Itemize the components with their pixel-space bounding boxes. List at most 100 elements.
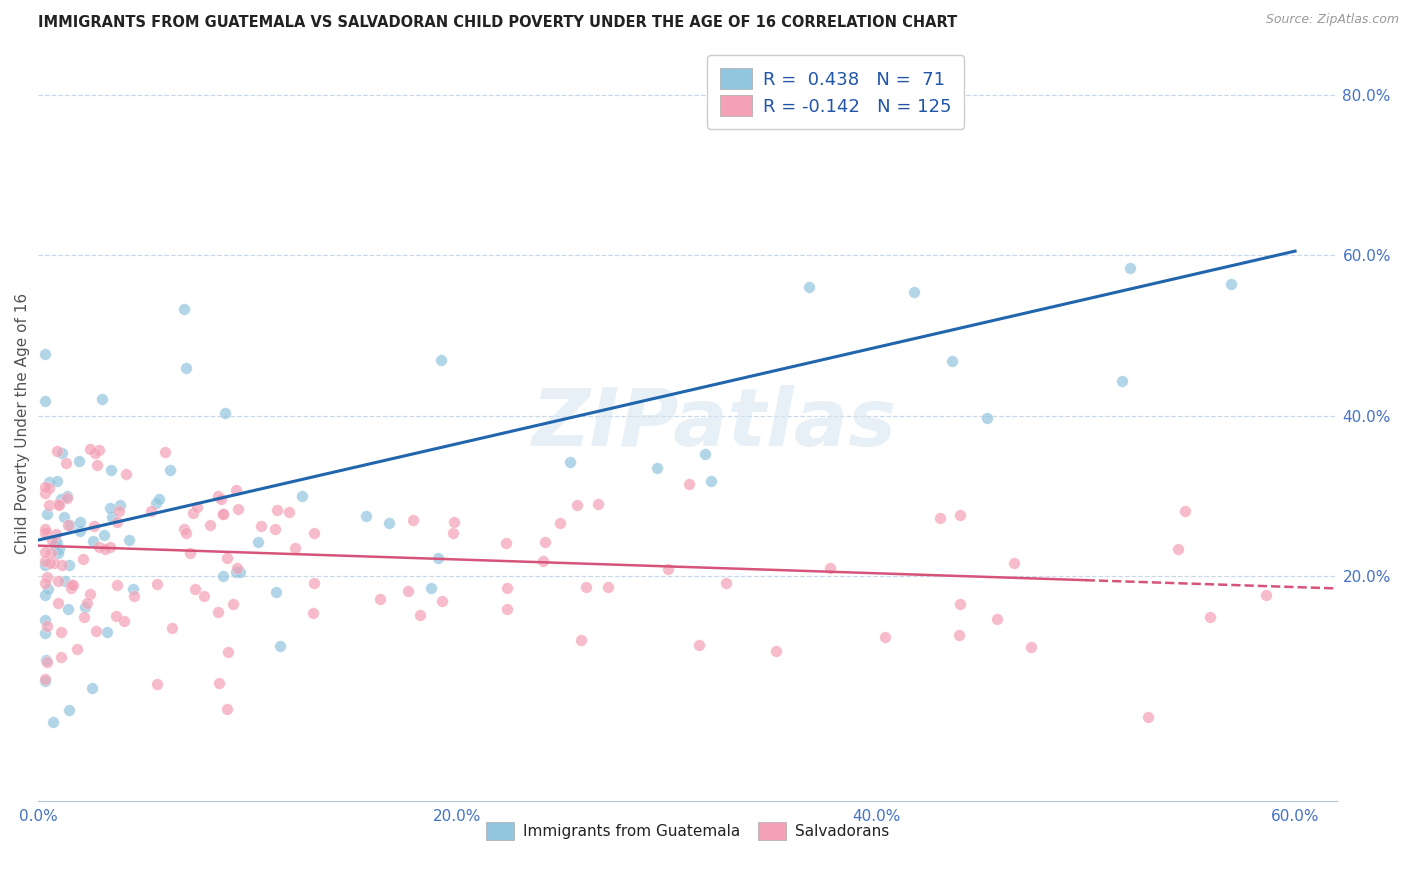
Point: [569, 632, 592, 647]
Text: IMMIGRANTS FROM GUATEMALA VS SALVADORAN CHILD POVERTY UNDER THE AGE OF 16 CORREL: IMMIGRANTS FROM GUATEMALA VS SALVADORAN …: [38, 15, 957, 30]
Point: [207, 605, 229, 619]
Point: [226, 561, 249, 575]
Point: [875, 630, 897, 644]
Point: [402, 513, 425, 527]
Point: [586, 497, 609, 511]
Point: [72, 551, 94, 566]
Point: [1254, 588, 1277, 602]
Point: [550, 516, 572, 530]
Point: [53, 510, 76, 524]
Point: [215, 550, 238, 565]
Point: [284, 541, 307, 555]
Point: [58, 558, 80, 572]
Point: [688, 638, 710, 652]
Point: [929, 511, 952, 525]
Point: [96, 625, 118, 640]
Point: [46, 546, 69, 560]
Point: [184, 582, 207, 597]
Point: [34, 674, 56, 689]
Point: [429, 353, 451, 368]
Point: [62, 577, 84, 591]
Point: [51, 492, 73, 507]
Point: [46, 497, 69, 511]
Point: [35, 525, 58, 540]
Point: [34, 588, 56, 602]
Point: [34, 554, 56, 568]
Point: [100, 500, 122, 515]
Point: [59, 582, 82, 596]
Point: [209, 492, 232, 507]
Point: [104, 609, 127, 624]
Point: [302, 607, 325, 621]
Point: [34, 485, 56, 500]
Text: Source: ZipAtlas.com: Source: ZipAtlas.com: [1265, 13, 1399, 27]
Point: [304, 525, 326, 540]
Point: [49, 649, 72, 664]
Point: [225, 483, 247, 498]
Point: [48, 498, 70, 512]
Point: [83, 518, 105, 533]
Point: [34, 576, 56, 591]
Point: [93, 528, 115, 542]
Point: [186, 500, 208, 515]
Point: [59, 518, 82, 533]
Point: [115, 467, 138, 482]
Legend: Immigrants from Guatemala, Salvadorans: Immigrants from Guatemala, Salvadorans: [479, 816, 896, 846]
Point: [112, 614, 135, 628]
Point: [179, 546, 201, 560]
Point: [409, 608, 432, 623]
Point: [87, 442, 110, 457]
Point: [495, 601, 517, 615]
Point: [79, 442, 101, 456]
Point: [181, 506, 204, 520]
Point: [56, 602, 79, 616]
Y-axis label: Child Poverty Under the Age of 16: Child Poverty Under the Age of 16: [15, 293, 30, 554]
Point: [159, 463, 181, 477]
Point: [941, 353, 963, 368]
Point: [55, 491, 77, 505]
Point: [1174, 504, 1197, 518]
Point: [211, 508, 233, 522]
Point: [60, 578, 83, 592]
Point: [266, 503, 288, 517]
Point: [173, 301, 195, 316]
Point: [107, 504, 129, 518]
Point: [122, 589, 145, 603]
Point: [76, 596, 98, 610]
Point: [207, 489, 229, 503]
Point: [174, 360, 197, 375]
Point: [495, 581, 517, 595]
Point: [818, 561, 841, 575]
Point: [34, 393, 56, 408]
Point: [396, 583, 419, 598]
Point: [34, 522, 56, 536]
Point: [986, 612, 1008, 626]
Point: [193, 589, 215, 603]
Point: [89, 540, 111, 554]
Point: [534, 535, 557, 549]
Point: [291, 489, 314, 503]
Point: [153, 444, 176, 458]
Point: [73, 600, 96, 615]
Text: ZIPatlas: ZIPatlas: [531, 384, 896, 463]
Point: [34, 480, 56, 494]
Point: [67, 454, 90, 468]
Point: [278, 505, 301, 519]
Point: [42, 714, 65, 729]
Point: [145, 496, 167, 510]
Point: [48, 541, 70, 556]
Point: [58, 703, 80, 717]
Point: [263, 522, 285, 536]
Point: [657, 562, 679, 576]
Point: [37, 582, 59, 596]
Point: [1136, 710, 1159, 724]
Point: [368, 592, 391, 607]
Point: [1118, 261, 1140, 276]
Point: [72, 610, 94, 624]
Point: [247, 535, 270, 549]
Point: [903, 285, 925, 299]
Point: [1002, 557, 1025, 571]
Point: [55, 456, 77, 470]
Point: [66, 642, 89, 657]
Point: [948, 628, 970, 642]
